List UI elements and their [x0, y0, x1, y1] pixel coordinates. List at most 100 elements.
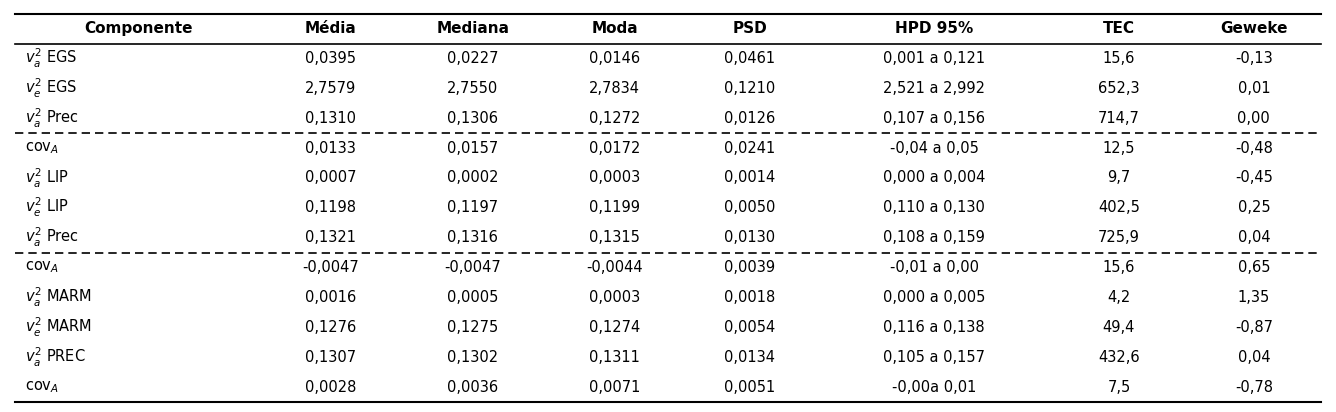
Text: 0,0003: 0,0003 — [589, 290, 640, 305]
Text: 0,1276: 0,1276 — [305, 320, 357, 335]
Text: 0,105 a 0,157: 0,105 a 0,157 — [883, 350, 985, 365]
Text: 0,0051: 0,0051 — [724, 379, 775, 395]
Text: 0,1310: 0,1310 — [305, 111, 357, 126]
Text: 0,1198: 0,1198 — [305, 200, 357, 215]
Text: -0,00a 0,01: -0,00a 0,01 — [892, 379, 977, 395]
Text: 0,1272: 0,1272 — [589, 111, 640, 126]
Text: 0,110 a 0,130: 0,110 a 0,130 — [883, 200, 985, 215]
Text: 0,04: 0,04 — [1237, 350, 1271, 365]
Text: $v_a^{2}$ Prec: $v_a^{2}$ Prec — [25, 107, 79, 130]
Text: $\mathrm{cov}_A$: $\mathrm{cov}_A$ — [25, 140, 60, 156]
Text: 0,0146: 0,0146 — [589, 51, 640, 66]
Text: 0,116 a 0,138: 0,116 a 0,138 — [883, 320, 985, 335]
Text: -0,45: -0,45 — [1234, 171, 1273, 185]
Text: $v_e^{2}$ LIP: $v_e^{2}$ LIP — [25, 196, 69, 220]
Text: 2,7834: 2,7834 — [589, 81, 640, 96]
Text: 0,0126: 0,0126 — [724, 111, 775, 126]
Text: Componente: Componente — [84, 21, 194, 36]
Text: 432,6: 432,6 — [1098, 350, 1140, 365]
Text: 0,0050: 0,0050 — [724, 200, 775, 215]
Text: 15,6: 15,6 — [1102, 51, 1136, 66]
Text: $v_a^{2}$ Prec: $v_a^{2}$ Prec — [25, 226, 79, 249]
Text: 49,4: 49,4 — [1102, 320, 1136, 335]
Text: 0,0002: 0,0002 — [448, 171, 498, 185]
Text: 0,0003: 0,0003 — [589, 171, 640, 185]
Text: -0,01 a 0,00: -0,01 a 0,00 — [890, 260, 979, 275]
Text: 0,0005: 0,0005 — [448, 290, 498, 305]
Text: 725,9: 725,9 — [1098, 230, 1140, 245]
Text: $v_a^{2}$ MARM: $v_a^{2}$ MARM — [25, 286, 92, 309]
Text: -0,78: -0,78 — [1234, 379, 1273, 395]
Text: 0,0133: 0,0133 — [305, 140, 357, 156]
Text: $v_a^{2}$ PREC: $v_a^{2}$ PREC — [25, 346, 86, 369]
Text: 2,7550: 2,7550 — [448, 81, 498, 96]
Text: 0,25: 0,25 — [1237, 200, 1271, 215]
Text: 9,7: 9,7 — [1108, 171, 1130, 185]
Text: -0,48: -0,48 — [1234, 140, 1273, 156]
Text: 0,0007: 0,0007 — [305, 171, 357, 185]
Text: $v_e^{2}$ EGS: $v_e^{2}$ EGS — [25, 77, 77, 100]
Text: 0,0241: 0,0241 — [724, 140, 775, 156]
Text: 0,1307: 0,1307 — [305, 350, 357, 365]
Text: 0,1210: 0,1210 — [724, 81, 775, 96]
Text: 0,1311: 0,1311 — [589, 350, 640, 365]
Text: 4,2: 4,2 — [1108, 290, 1130, 305]
Text: Mediana: Mediana — [437, 21, 509, 36]
Text: 0,00: 0,00 — [1237, 111, 1271, 126]
Text: 12,5: 12,5 — [1102, 140, 1136, 156]
Text: Geweke: Geweke — [1220, 21, 1288, 36]
Text: 652,3: 652,3 — [1098, 81, 1140, 96]
Text: 0,0461: 0,0461 — [724, 51, 775, 66]
Text: 0,0028: 0,0028 — [305, 379, 357, 395]
Text: Moda: Moda — [592, 21, 639, 36]
Text: 0,1275: 0,1275 — [448, 320, 498, 335]
Text: Média: Média — [305, 21, 357, 36]
Text: 0,0054: 0,0054 — [724, 320, 775, 335]
Text: 1,35: 1,35 — [1237, 290, 1271, 305]
Text: 0,65: 0,65 — [1237, 260, 1271, 275]
Text: 0,1302: 0,1302 — [448, 350, 498, 365]
Text: 0,0036: 0,0036 — [448, 379, 498, 395]
Text: TEC: TEC — [1104, 21, 1134, 36]
Text: 0,000 a 0,005: 0,000 a 0,005 — [883, 290, 986, 305]
Text: 0,0018: 0,0018 — [724, 290, 775, 305]
Text: 0,1316: 0,1316 — [448, 230, 498, 245]
Text: 0,01: 0,01 — [1237, 81, 1271, 96]
Text: 0,04: 0,04 — [1237, 230, 1271, 245]
Text: -0,87: -0,87 — [1234, 320, 1273, 335]
Text: 0,0172: 0,0172 — [589, 140, 640, 156]
Text: -0,13: -0,13 — [1234, 51, 1273, 66]
Text: 0,0130: 0,0130 — [724, 230, 775, 245]
Text: 0,107 a 0,156: 0,107 a 0,156 — [883, 111, 985, 126]
Text: 0,1199: 0,1199 — [589, 200, 640, 215]
Text: 0,1197: 0,1197 — [448, 200, 498, 215]
Text: 402,5: 402,5 — [1098, 200, 1140, 215]
Text: PSD: PSD — [732, 21, 767, 36]
Text: 0,108 a 0,159: 0,108 a 0,159 — [883, 230, 985, 245]
Text: 0,0227: 0,0227 — [448, 51, 498, 66]
Text: 0,0134: 0,0134 — [724, 350, 775, 365]
Text: 0,0039: 0,0039 — [724, 260, 775, 275]
Text: 0,001 a 0,121: 0,001 a 0,121 — [883, 51, 986, 66]
Text: -0,0047: -0,0047 — [445, 260, 501, 275]
Text: $v_e^{2}$ MARM: $v_e^{2}$ MARM — [25, 316, 92, 339]
Text: $v_a^{2}$ EGS: $v_a^{2}$ EGS — [25, 47, 77, 70]
Text: 0,0157: 0,0157 — [448, 140, 498, 156]
Text: 2,7579: 2,7579 — [305, 81, 357, 96]
Text: $v_a^{2}$ LIP: $v_a^{2}$ LIP — [25, 166, 69, 190]
Text: 0,0395: 0,0395 — [305, 51, 357, 66]
Text: $\mathrm{cov}_A$: $\mathrm{cov}_A$ — [25, 260, 60, 276]
Text: 2,521 a 2,992: 2,521 a 2,992 — [883, 81, 985, 96]
Text: 0,0016: 0,0016 — [305, 290, 357, 305]
Text: 0,000 a 0,004: 0,000 a 0,004 — [883, 171, 986, 185]
Text: HPD 95%: HPD 95% — [895, 21, 974, 36]
Text: 0,0071: 0,0071 — [589, 379, 640, 395]
Text: 0,1306: 0,1306 — [448, 111, 498, 126]
Text: 15,6: 15,6 — [1102, 260, 1136, 275]
Text: 714,7: 714,7 — [1098, 111, 1140, 126]
Text: -0,0044: -0,0044 — [587, 260, 643, 275]
Text: $\mathrm{cov}_A$: $\mathrm{cov}_A$ — [25, 379, 60, 395]
Text: 0,1274: 0,1274 — [589, 320, 640, 335]
Text: 0,1321: 0,1321 — [305, 230, 357, 245]
Text: 0,1315: 0,1315 — [589, 230, 640, 245]
